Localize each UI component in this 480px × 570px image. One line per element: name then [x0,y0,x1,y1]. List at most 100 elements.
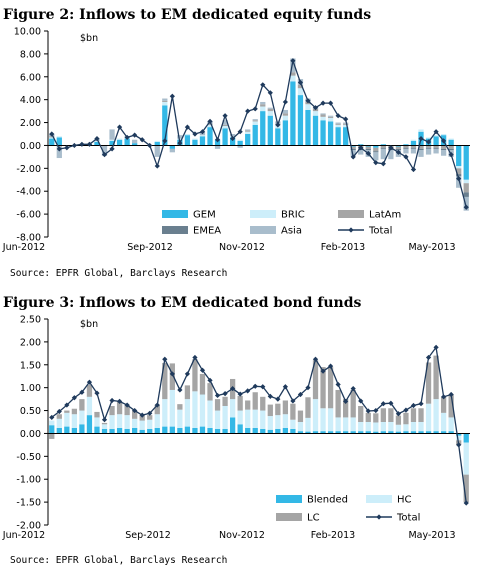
bar-hc [192,391,198,428]
total-point [312,356,319,362]
bar-hc [154,414,160,428]
bar-lc [71,408,78,415]
bar-hc [297,422,304,432]
bar-lc [177,404,183,410]
bar-bric [448,138,454,140]
legend-swatch-emea [162,226,188,234]
bar-gem [358,144,364,146]
bar-latam [297,84,304,89]
bar-gem [343,127,349,146]
bar-gem [124,138,130,146]
bar-lc [116,401,123,415]
bar-gem [282,120,289,146]
bar-bric [162,101,168,106]
total-point [305,98,311,104]
total-point [410,166,417,173]
bar-bric [184,134,191,136]
bar-lc [252,392,258,410]
bar-lc [463,474,469,503]
total-point [132,132,138,138]
bar-asia [237,145,243,148]
bar-asia [358,150,364,155]
bar-gem [267,115,273,146]
bar-lc [305,397,311,418]
total-point [267,90,273,96]
bar-lc [418,408,424,422]
bar-latam [365,146,371,149]
bar-lc [267,404,273,417]
bar-asia [320,113,326,115]
bar-asia [109,129,115,140]
legend-label-gem: GEM [193,210,216,221]
bar-hc [214,410,221,429]
bar-lc [380,408,386,422]
bar-blended [94,426,100,434]
bar-blended [86,415,93,434]
bar-lc [184,385,191,400]
legend-swatch-bric [250,210,276,218]
total-point [275,396,281,402]
bar-bric [260,106,266,112]
bar-bric [222,125,228,129]
total-point [456,442,462,448]
bar-emea [373,151,379,153]
bar-gem [327,121,334,146]
bar-bric [425,137,432,139]
bar-hc [79,410,85,425]
bar-blended [71,427,78,434]
total-point [350,154,356,160]
bar-blended [388,431,394,434]
bar-asia [350,150,356,156]
bar-lc [343,399,349,418]
bar-gem [260,111,266,146]
total-point [350,385,356,392]
bar-lc [94,411,100,418]
bar-bric [312,111,319,116]
legend-swatch-gem [162,210,188,218]
bar-blended [124,428,130,434]
total-point [230,385,236,392]
y-tick-label: 1.50 [20,360,41,371]
bar-asia [463,196,469,211]
bar-hc [395,424,402,432]
total-point [207,377,213,383]
total-point [94,135,100,142]
bar-lc [282,400,289,415]
total-point [94,390,100,396]
bar-latam [327,116,334,118]
total-point [456,176,462,182]
bar-emea [433,147,439,149]
equity-source-note: Source: EPFR Global, Barclays Research [10,268,227,279]
bar-emea [410,147,417,149]
bar-bric [335,124,341,128]
bar-gem [448,139,454,146]
bar-latam [335,123,341,125]
bar-gem [237,140,243,146]
bond-chart-title: Figure 3: Inflows to EM dedicated bond f… [3,295,362,311]
bar-blended [260,428,266,434]
equity-bars [49,58,469,211]
bar-blended [290,428,296,434]
bar-hc [327,408,334,432]
bar-hc [229,399,236,418]
bar-latam [49,136,55,138]
total-point [365,408,371,414]
total-point [101,417,108,423]
bar-asia [282,109,289,114]
bar-lc [199,373,206,395]
x-tick-label: Jun-2012 [2,530,45,541]
bar-bric [463,179,469,184]
total-point [448,152,454,158]
legend-marker-total [376,514,382,520]
bar-latam [433,145,439,148]
bar-asia [410,148,417,154]
x-tick-label: Sep-2012 [125,530,171,541]
bar-gem [312,115,319,146]
bar-blended [169,426,175,434]
legend-label-latam: LatAm [369,210,401,221]
bar-gem [380,144,386,146]
bar-bric [245,131,251,134]
bar-hc [94,417,100,427]
bar-latam [252,120,258,122]
total-point [139,412,145,418]
